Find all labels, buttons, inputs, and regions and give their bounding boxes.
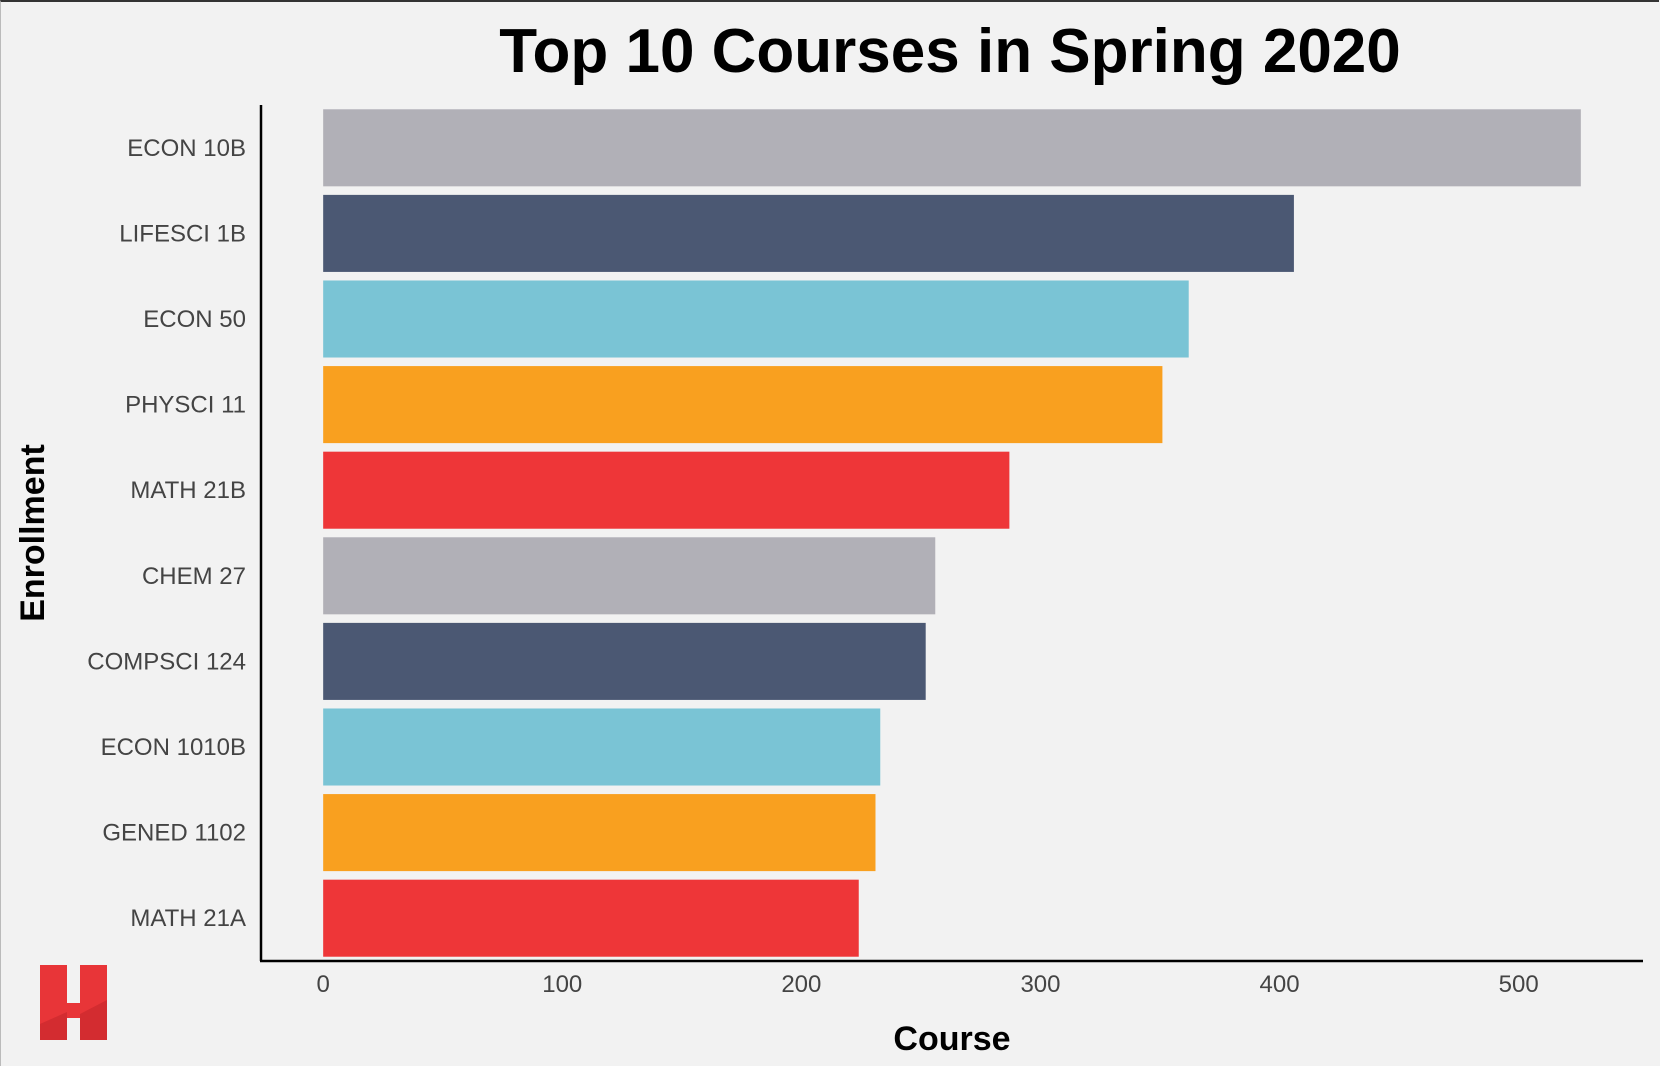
y-tick-label: MATH 21B [130, 477, 246, 504]
x-tick-label: 300 [1020, 971, 1060, 998]
bars-group [323, 109, 1581, 957]
x-tick-labels: 0 100 200 300 400 500 [316, 971, 1538, 998]
bar-lifesci-1b [323, 194, 1294, 272]
y-tick-label: MATH 21A [130, 905, 246, 932]
x-tick-label: 400 [1260, 971, 1300, 998]
y-tick-labels: ECON 10B LIFESCI 1B ECON 50 PHYSCI 11 MATH 2… [87, 135, 246, 932]
x-tick-label: 500 [1499, 971, 1539, 998]
x-tick-label: 100 [542, 971, 582, 998]
y-tick-label: PHYSCI 11 [125, 392, 246, 419]
bar-compsci-124 [323, 622, 926, 700]
chart-title: Top 10 Courses in Spring 2020 [499, 17, 1401, 86]
bar-gened-1102 [323, 794, 876, 872]
y-tick-label: ECON 50 [143, 306, 246, 333]
y-tick-label: LIFESCI 1B [119, 220, 246, 247]
bar-econ-10b [323, 109, 1581, 187]
y-axis-title: Enrollment [14, 444, 52, 622]
bar-chem-27 [323, 537, 936, 615]
y-tick-label: GENED 1102 [102, 820, 246, 847]
bar-math-21b [323, 451, 1010, 529]
y-tick-label: ECON 1010B [101, 734, 246, 761]
bar-econ-1010b [323, 708, 881, 786]
x-axis-title: Course [893, 1020, 1010, 1058]
x-tick-label: 200 [781, 971, 821, 998]
bar-math-21a [323, 879, 859, 957]
y-tick-label: COMPSCI 124 [87, 648, 246, 675]
y-tick-label: ECON 10B [127, 135, 246, 162]
x-tick-label: 0 [316, 971, 329, 998]
bar-econ-50 [323, 280, 1189, 358]
harvard-h-logo [40, 965, 107, 1040]
bar-physci-11 [323, 366, 1163, 444]
y-tick-label: CHEM 27 [142, 563, 246, 590]
